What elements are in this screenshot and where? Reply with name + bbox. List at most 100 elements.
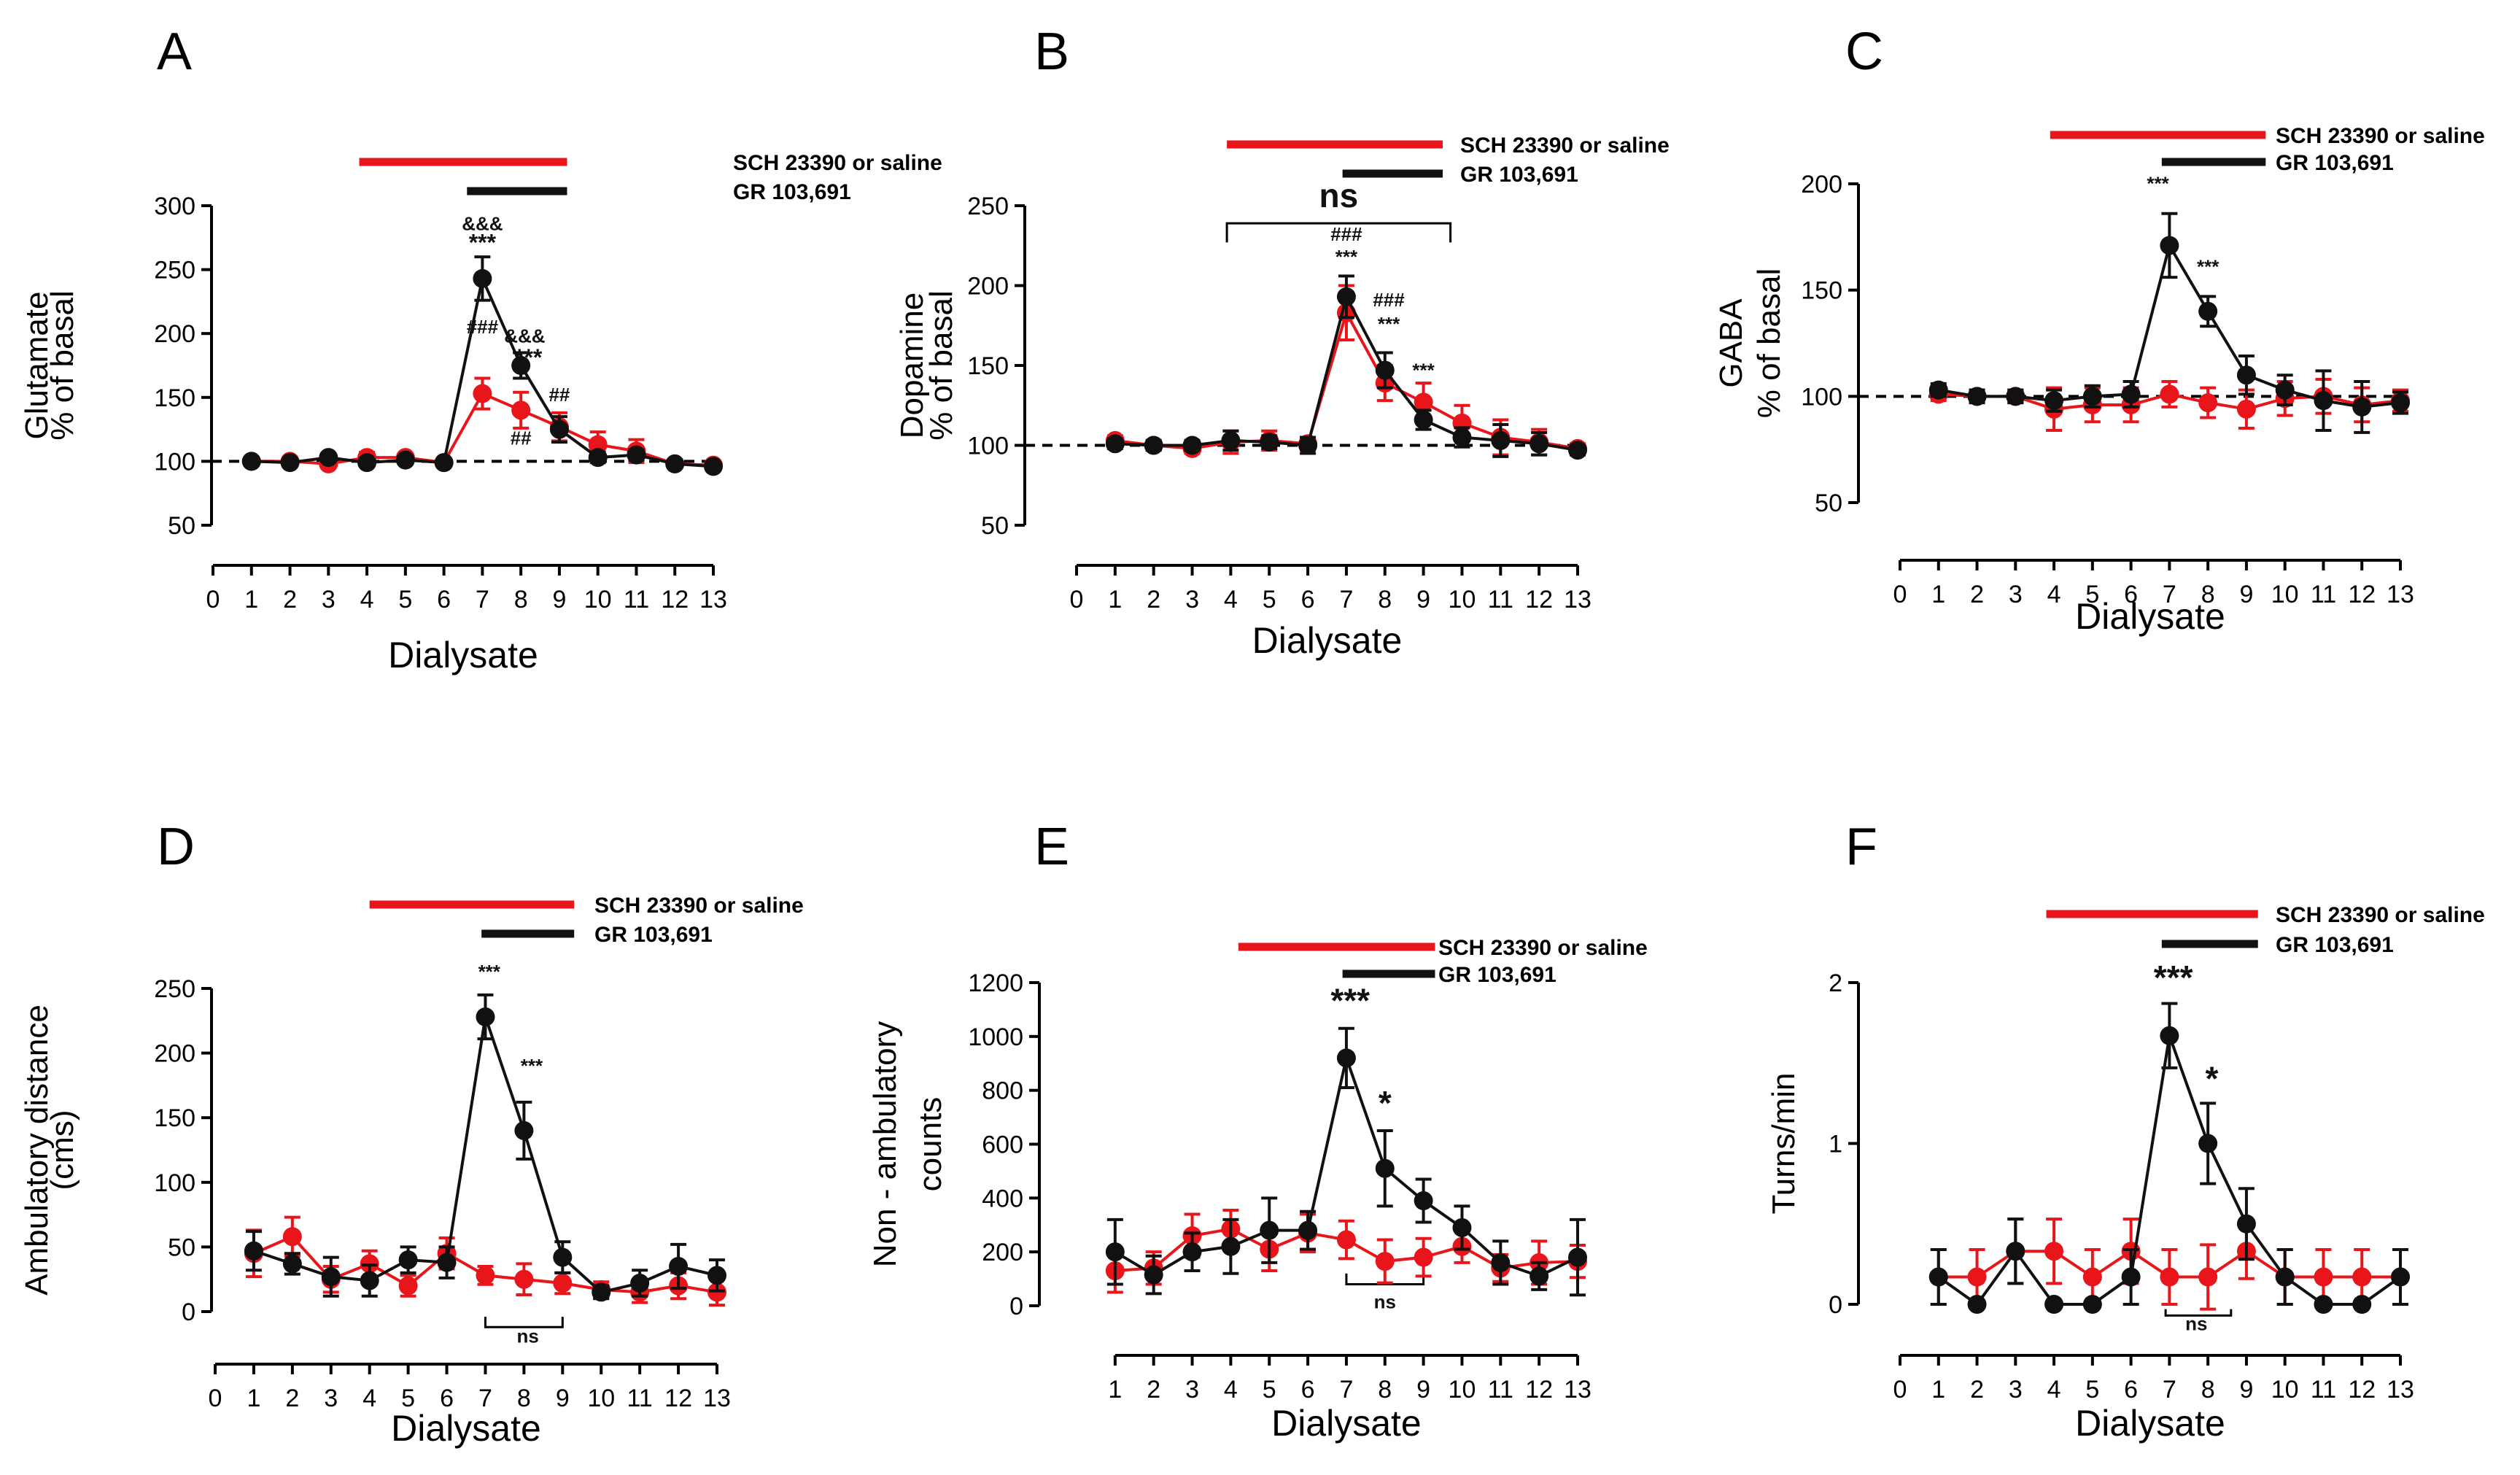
x-tick-label: 7 xyxy=(476,586,489,613)
x-tick-label: 5 xyxy=(2085,1376,2099,1404)
treatment-bar-red-label: SCH 23390 or saline xyxy=(1460,133,1670,158)
data-point xyxy=(2082,387,2102,406)
y-tick-label: 300 xyxy=(154,193,195,220)
annotation: *** xyxy=(478,961,501,983)
x-tick-label: 7 xyxy=(1339,1376,1353,1404)
annotation: ### xyxy=(467,316,499,338)
x-tick-label: 8 xyxy=(2201,581,2215,608)
data-point xyxy=(1260,1220,1279,1240)
data-point xyxy=(1414,410,1433,430)
treatment-bar-black-label: GR 103,691 xyxy=(2276,151,2394,175)
series-sch-23390 xyxy=(244,1215,726,1307)
data-point xyxy=(2236,399,2256,419)
data-point xyxy=(511,400,531,420)
annotation: &&& xyxy=(462,212,503,234)
x-tick-label: 8 xyxy=(1378,1376,1392,1404)
treatment-bar-black-label: GR 103,691 xyxy=(733,180,851,204)
y-tick-label: 50 xyxy=(168,512,195,540)
data-point xyxy=(1375,1158,1395,1178)
data-point xyxy=(2198,1267,2218,1287)
x-tick-label: 10 xyxy=(1449,586,1476,613)
data-point xyxy=(630,1274,650,1293)
data-point xyxy=(1336,1048,1356,1068)
y-tick-label: 1000 xyxy=(968,1023,1023,1051)
x-axis-label: Dialysate xyxy=(1252,620,1403,661)
data-point xyxy=(2160,1026,2179,1045)
y-axis-label: % of basal xyxy=(44,290,80,440)
x-tick-label: 11 xyxy=(1488,1376,1513,1404)
x-tick-label: 2 xyxy=(283,586,297,613)
data-point xyxy=(2044,1295,2064,1314)
data-point xyxy=(2275,1267,2295,1287)
y-tick-label: 400 xyxy=(982,1185,1023,1212)
data-point xyxy=(2160,236,2179,255)
x-tick-label: 2 xyxy=(1970,581,1984,608)
x-tick-label: 11 xyxy=(2311,581,2336,608)
series-line xyxy=(253,1016,718,1294)
data-point xyxy=(1452,427,1472,447)
data-point xyxy=(1967,1295,1987,1314)
annotation: ns xyxy=(2185,1312,2207,1334)
data-point xyxy=(1336,1230,1356,1250)
annotation: *** xyxy=(521,1055,543,1077)
x-axis-label: Dialysate xyxy=(2075,596,2225,637)
data-point xyxy=(1414,1247,1433,1267)
x-tick-label: 7 xyxy=(1339,586,1353,613)
annotation: * xyxy=(2205,1060,2218,1098)
treatment-bar-black-label: GR 103,691 xyxy=(594,923,713,947)
data-point xyxy=(2352,397,2372,417)
data-point xyxy=(1530,434,1549,454)
x-tick-label: 11 xyxy=(627,1385,653,1412)
x-tick-label: 0 xyxy=(209,1385,222,1412)
x-tick-label: 0 xyxy=(1893,581,1907,608)
data-point xyxy=(1221,430,1241,450)
x-tick-label: 1 xyxy=(1108,586,1122,613)
y-tick-label: 2 xyxy=(1829,969,1842,997)
x-tick-label: 12 xyxy=(1525,1376,1553,1404)
x-tick-label: 0 xyxy=(206,586,220,613)
annotation: ns xyxy=(1319,177,1359,214)
data-point xyxy=(2198,301,2218,321)
y-axis-label: Turns/min xyxy=(1766,1073,1802,1215)
data-point xyxy=(398,1276,418,1296)
annotation: ns xyxy=(1374,1291,1396,1313)
y-axis-label: counts xyxy=(912,1097,948,1192)
x-tick-label: 4 xyxy=(2047,1376,2061,1404)
panel-letter: E xyxy=(1034,818,1069,876)
y-tick-label: 1 xyxy=(1829,1131,1842,1158)
y-tick-label: 100 xyxy=(967,433,1009,460)
y-tick-label: 200 xyxy=(967,273,1009,301)
x-tick-label: 4 xyxy=(360,586,374,613)
data-point xyxy=(665,454,685,473)
annotation: &&& xyxy=(504,325,545,347)
data-point xyxy=(1298,435,1318,455)
annotation: *** xyxy=(1378,313,1400,335)
x-tick-label: 5 xyxy=(2085,581,2099,608)
series-gr-103691 xyxy=(244,993,726,1302)
data-point xyxy=(280,453,300,473)
panel-letter: A xyxy=(157,23,192,81)
x-tick-label: 12 xyxy=(1525,586,1553,613)
x-tick-label: 9 xyxy=(1416,586,1430,613)
data-point xyxy=(1375,360,1395,380)
series-sch-23390 xyxy=(1928,378,2410,432)
data-point xyxy=(319,448,338,468)
x-tick-label: 10 xyxy=(587,1385,615,1412)
data-point xyxy=(1144,435,1163,455)
data-point xyxy=(2082,1295,2102,1314)
data-point xyxy=(1182,435,1202,455)
data-point xyxy=(2006,1242,2025,1261)
y-tick-label: 0 xyxy=(182,1298,195,1326)
series-gr-103691 xyxy=(1105,274,1587,460)
y-tick-label: 100 xyxy=(154,1169,195,1197)
data-point xyxy=(476,1266,495,1285)
x-tick-label: 9 xyxy=(552,586,566,613)
data-point xyxy=(282,1227,302,1247)
data-point xyxy=(1375,1252,1395,1271)
x-tick-label: 2 xyxy=(1147,1376,1160,1404)
x-tick-label: 11 xyxy=(624,586,649,613)
x-tick-label: 13 xyxy=(2387,581,2414,608)
x-tick-label: 13 xyxy=(703,1385,731,1412)
x-tick-label: 3 xyxy=(324,1385,338,1412)
